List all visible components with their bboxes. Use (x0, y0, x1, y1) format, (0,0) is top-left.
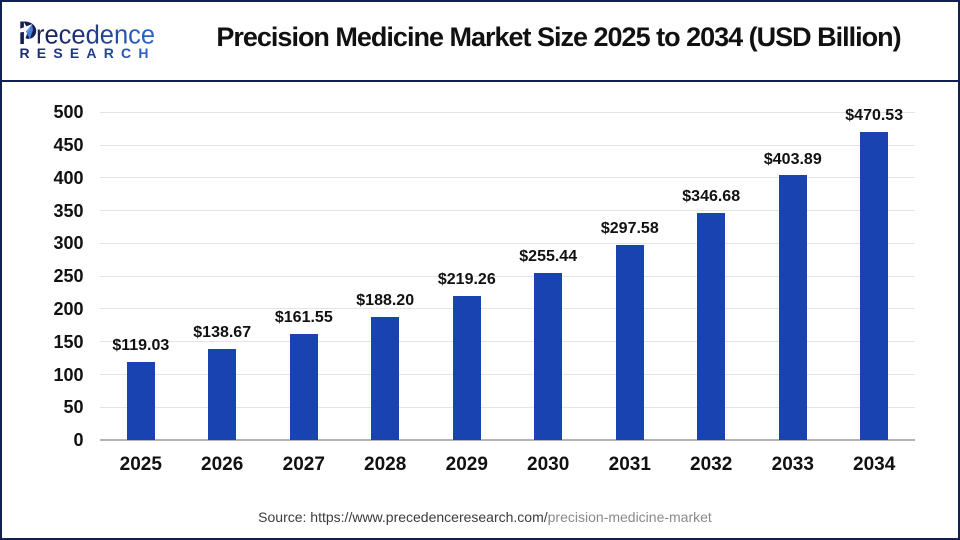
svg-text:recedence: recedence (36, 22, 155, 50)
svg-text:RESEARCH: RESEARCH (20, 45, 156, 61)
